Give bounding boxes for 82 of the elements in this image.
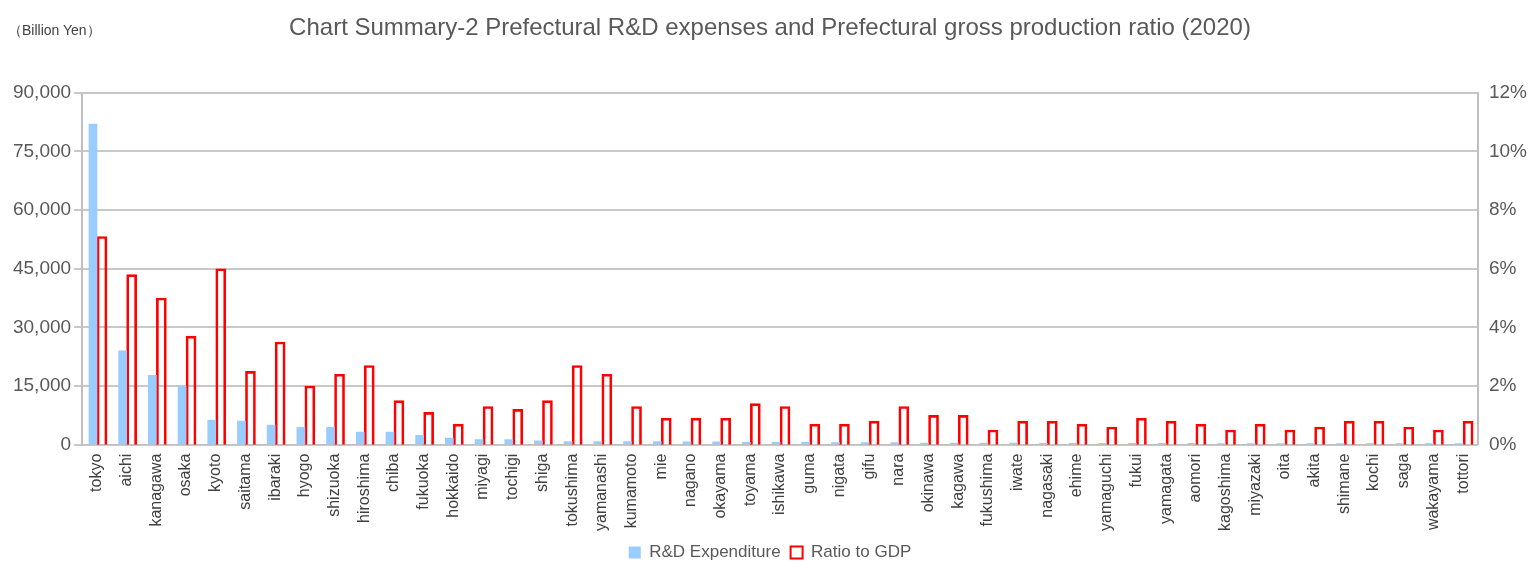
x-tick-label: iwate xyxy=(1008,453,1026,491)
bar xyxy=(385,431,395,444)
x-tick-label: kagoshima xyxy=(1215,453,1233,531)
x-tick-label: tochigi xyxy=(503,453,521,500)
x-tick-label: kanagawa xyxy=(146,453,164,527)
bar xyxy=(326,427,335,444)
x-tick-label: tokushima xyxy=(562,453,580,527)
x-tick-label: osaka xyxy=(176,453,194,497)
bar xyxy=(652,441,662,444)
y2-tick-label: 10% xyxy=(1488,139,1528,161)
x-tick-label: fukuoka xyxy=(414,453,432,510)
x-tick-label: yamagata xyxy=(1156,453,1174,524)
x-tick-label: aomori xyxy=(1186,453,1204,503)
chart-title: Chart Summary-2 Prefectural R&D expenses and Prefectural gross production ratio (2020) xyxy=(289,13,1251,41)
y2-tick-label: 6% xyxy=(1488,256,1517,278)
x-tick-label: mie xyxy=(651,453,669,480)
bar xyxy=(266,424,276,444)
x-tick-label: tokyo xyxy=(87,453,105,492)
x-tick-label: aichi xyxy=(117,453,135,487)
x-tick-label: shizuoka xyxy=(324,453,342,517)
x-tick-label: chiba xyxy=(384,453,402,492)
x-tick-label: oita xyxy=(1275,453,1293,480)
x-tick-label: shiga xyxy=(532,453,550,492)
x-tick-label: okinawa xyxy=(918,453,936,513)
x-tick-label: ibaraki xyxy=(265,453,283,501)
x-tick-label: kagawa xyxy=(948,453,966,509)
x-tick-label: yamaguchi xyxy=(1097,453,1115,531)
x-tick-label: yamanashi xyxy=(592,453,610,531)
y-tick-label: 30,000 xyxy=(12,315,72,337)
x-tick-label: nagasaki xyxy=(1037,453,1055,518)
x-tick-label: miyazaki xyxy=(1245,453,1263,516)
bar xyxy=(415,434,424,444)
x-tick-label: nara xyxy=(889,453,907,486)
x-tick-label: wakayama xyxy=(1423,453,1441,532)
y-axis-title: （Billion Yen） xyxy=(8,22,101,40)
y-tick-label: 75,000 xyxy=(12,139,72,161)
bar xyxy=(355,431,365,444)
x-tick-label: saitama xyxy=(235,453,253,510)
x-tick-label: tottori xyxy=(1453,453,1471,494)
x-tick-label: hyogo xyxy=(295,453,313,498)
y2-tick-label: 4% xyxy=(1488,315,1517,337)
y-tick-label: 15,000 xyxy=(12,374,72,396)
y2-tick-label: 2% xyxy=(1488,374,1517,396)
bar xyxy=(771,441,781,444)
x-tick-label: shimane xyxy=(1334,453,1352,515)
x-tick-label: fukushima xyxy=(978,453,996,527)
x-tick-label: toyama xyxy=(740,453,758,507)
bar xyxy=(801,441,811,444)
y2-tick-label: 8% xyxy=(1488,198,1517,220)
bar xyxy=(207,419,217,444)
x-tick-label: kumamoto xyxy=(621,453,639,529)
bar xyxy=(563,441,573,444)
legend-label: R&D Expenditure xyxy=(649,542,781,562)
x-tick-label: miyagi xyxy=(473,453,491,500)
x-tick-label: nagano xyxy=(681,453,699,508)
y-tick-label: 90,000 xyxy=(12,81,72,103)
x-tick-label: akita xyxy=(1305,453,1323,488)
x-tick-label: hokkaido xyxy=(443,453,461,518)
bar xyxy=(742,441,751,444)
bar xyxy=(593,441,603,444)
legend-label: Ratio to GDP xyxy=(811,542,912,562)
x-tick-label: nigata xyxy=(829,453,847,498)
x-tick-label: kyoto xyxy=(206,453,224,492)
x-tick-label: guma xyxy=(800,453,818,494)
y-tick-label: 45,000 xyxy=(12,256,72,278)
x-tick-label: saga xyxy=(1394,453,1412,489)
x-tick-label: gifu xyxy=(859,453,877,480)
x-tick-label: kochi xyxy=(1364,453,1382,491)
bar xyxy=(534,440,543,444)
bar xyxy=(504,439,514,444)
bar xyxy=(474,439,484,444)
y2-tick-label: 0% xyxy=(1488,432,1517,454)
y-tick-label: 60,000 xyxy=(12,198,72,220)
x-tick-label: okayama xyxy=(711,453,729,519)
x-tick-label: fukui xyxy=(1126,453,1144,488)
x-tick-label: hiroshima xyxy=(354,453,372,523)
bar xyxy=(296,427,306,444)
x-tick-label: ehime xyxy=(1067,453,1085,498)
bar xyxy=(623,441,632,444)
y2-tick-label: 12% xyxy=(1488,81,1528,103)
x-tick-label: ishikawa xyxy=(770,453,788,515)
y-tick-label: 0 xyxy=(60,432,72,454)
